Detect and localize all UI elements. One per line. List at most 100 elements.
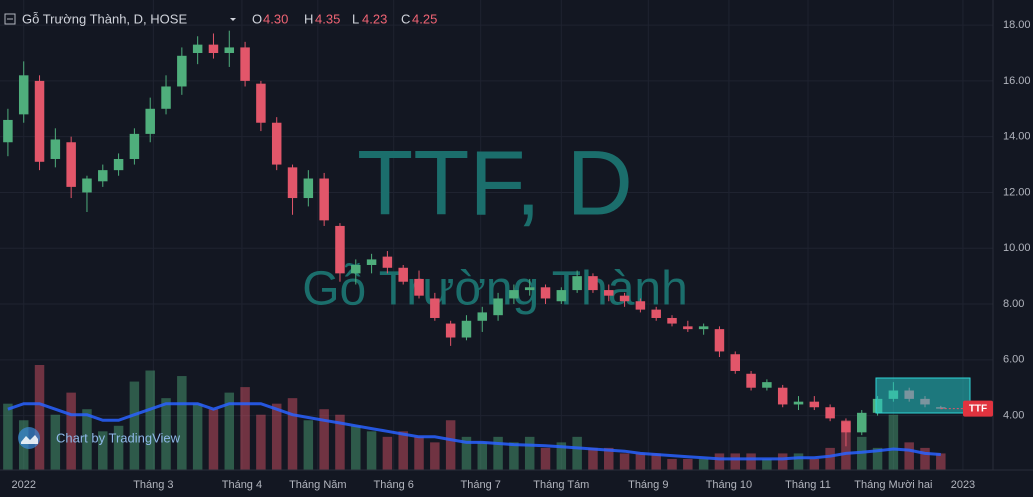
y-tick-label: 12.00 bbox=[1003, 186, 1031, 198]
volume-bar bbox=[319, 409, 329, 470]
volume-bar bbox=[635, 453, 646, 470]
candle-body bbox=[351, 264, 361, 274]
volume-bar bbox=[920, 447, 930, 470]
volume-bar bbox=[588, 447, 598, 470]
y-tick-label: 4.00 bbox=[1003, 410, 1024, 422]
candle-body bbox=[3, 119, 13, 143]
candle-body bbox=[161, 86, 171, 109]
y-tick-label: 16.00 bbox=[1003, 75, 1031, 87]
header: Gỗ Trường Thành, D, HOSE O 4.30 H 4.35 L… bbox=[4, 11, 437, 26]
volume-bar bbox=[240, 387, 250, 470]
volume-bar bbox=[271, 403, 282, 470]
candle-body bbox=[303, 178, 314, 199]
branding-icon-glyph bbox=[21, 435, 38, 444]
volume-bar bbox=[746, 453, 756, 470]
candle-body bbox=[129, 133, 140, 159]
volume-bar bbox=[777, 453, 788, 470]
volume-bar bbox=[414, 436, 424, 470]
candle-body bbox=[18, 75, 29, 115]
candle-body bbox=[793, 401, 804, 405]
candle-body bbox=[335, 225, 345, 274]
volume-bar bbox=[793, 453, 804, 470]
candle-body bbox=[604, 290, 614, 296]
x-tick-label: Tháng Tám bbox=[533, 479, 589, 491]
candle-body bbox=[825, 407, 835, 419]
candle-body bbox=[762, 382, 772, 388]
volume-bar bbox=[177, 376, 187, 470]
volume-bar bbox=[825, 447, 835, 470]
high-label: H bbox=[304, 11, 313, 26]
volume-bar bbox=[256, 414, 266, 470]
volume-bar bbox=[540, 447, 551, 470]
volume-bar bbox=[762, 458, 772, 470]
volume-bar bbox=[619, 453, 630, 470]
candle-body bbox=[240, 47, 250, 81]
symbol[interactable]: Gỗ Trường Thành, D, HOSE bbox=[22, 11, 187, 26]
close-value: 4.25 bbox=[412, 11, 437, 26]
volume-bar bbox=[398, 431, 408, 470]
candle-body bbox=[683, 326, 693, 330]
candle-body bbox=[98, 170, 108, 182]
candle-body bbox=[619, 295, 630, 302]
x-tick-label: 2022 bbox=[11, 479, 35, 491]
symbol-dropdown[interactable] bbox=[230, 18, 236, 21]
candle-body bbox=[445, 323, 456, 338]
volume-bar bbox=[461, 436, 472, 470]
y-tick-label: 8.00 bbox=[1003, 298, 1024, 310]
candle-body bbox=[113, 158, 124, 171]
collapse-icon[interactable] bbox=[4, 13, 16, 25]
candle-body bbox=[430, 298, 440, 318]
volume-bar bbox=[936, 453, 946, 470]
volume-bar bbox=[524, 436, 535, 470]
volume-bar bbox=[872, 447, 883, 470]
candle-body bbox=[66, 142, 76, 187]
volume-bar bbox=[667, 458, 677, 470]
volume-bar bbox=[477, 442, 488, 470]
volume-bar bbox=[129, 381, 140, 470]
x-tick-label: Tháng 4 bbox=[222, 479, 262, 491]
x-tick-label: Tháng Năm bbox=[289, 479, 346, 491]
candle-body bbox=[192, 44, 203, 53]
low-value: 4.23 bbox=[362, 11, 387, 26]
candle-body bbox=[461, 320, 472, 338]
volume-bar bbox=[303, 420, 314, 470]
volume-bar bbox=[651, 453, 661, 470]
highlight-box bbox=[875, 377, 971, 414]
x-tick-label: Tháng Mười hai bbox=[854, 479, 932, 491]
candle-body bbox=[857, 412, 867, 433]
volume-bar bbox=[904, 442, 914, 470]
candle-body bbox=[319, 178, 329, 221]
volume-bar bbox=[335, 414, 345, 470]
volume-ma-line bbox=[7, 402, 941, 461]
volume-bar bbox=[82, 409, 92, 470]
x-tick-label: Tháng 11 bbox=[785, 479, 831, 491]
candle-body bbox=[572, 276, 582, 291]
candle-body bbox=[841, 421, 851, 433]
volume-bar bbox=[683, 458, 693, 470]
price-tag-group: TTF bbox=[940, 400, 993, 417]
x-tick-label: 2023 bbox=[951, 479, 975, 491]
candle-body bbox=[809, 401, 820, 408]
candle-body bbox=[730, 354, 741, 371]
volume-bar bbox=[287, 398, 298, 470]
watermark-title: TTF, D bbox=[357, 132, 633, 234]
candle-body bbox=[509, 290, 519, 299]
volume-bar bbox=[809, 458, 820, 470]
volume-bar bbox=[3, 403, 13, 470]
y-tick-label: 18.00 bbox=[1003, 19, 1031, 31]
candle-body bbox=[145, 108, 155, 134]
candle-body bbox=[366, 259, 377, 265]
y-tick-label: 6.00 bbox=[1003, 354, 1024, 366]
x-tick-label: Tháng 6 bbox=[374, 479, 414, 491]
candle-body bbox=[382, 256, 393, 268]
close-label: C bbox=[401, 11, 410, 26]
volume-bar bbox=[34, 365, 45, 470]
branding[interactable]: Chart by TradingView bbox=[18, 427, 181, 449]
candle-body bbox=[177, 55, 187, 87]
volume-bar bbox=[192, 403, 203, 470]
volume-bar bbox=[888, 414, 899, 470]
volume-bar bbox=[224, 392, 235, 470]
candle-body bbox=[714, 329, 725, 352]
volume-bar bbox=[714, 453, 725, 470]
branding-text: Chart by TradingView bbox=[56, 430, 181, 445]
